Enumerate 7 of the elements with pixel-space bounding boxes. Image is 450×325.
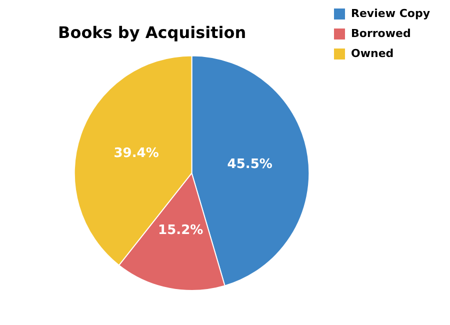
data-label: 39.4% [114, 146, 159, 162]
legend-label: Borrowed [351, 26, 411, 40]
data-label: 15.2% [158, 223, 204, 238]
text: Books by Acquisition [58, 22, 246, 42]
data-label: 45.5% [227, 157, 272, 172]
legend-label: Owned [351, 46, 394, 60]
legend-label: Review Copy [351, 6, 430, 20]
